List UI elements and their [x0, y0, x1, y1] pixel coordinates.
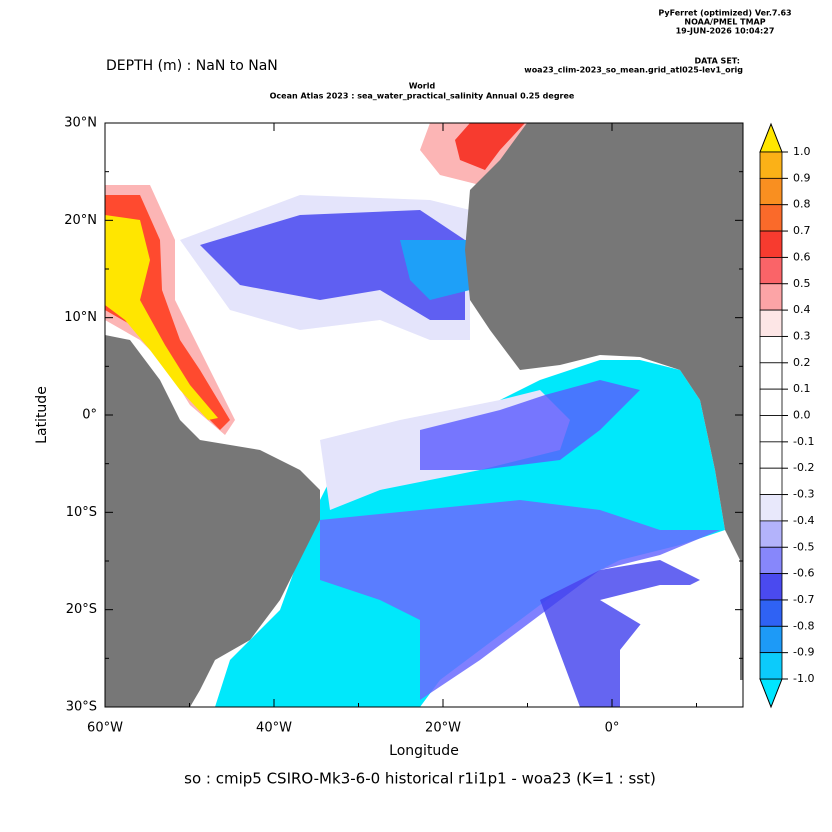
colorbar-label: -0.3 [793, 488, 814, 501]
colorbar-box [759, 362, 783, 390]
colorbar-label: 0.2 [793, 356, 811, 369]
colorbar-box [759, 441, 783, 469]
equatorial-blue [420, 380, 640, 470]
y-tick-label: 10°S [66, 505, 97, 520]
x-axis-label: Longitude [389, 743, 459, 759]
colorbar-label: -0.8 [793, 619, 814, 632]
colorbar-label: 0.4 [793, 303, 811, 316]
colorbar-label: 0.6 [793, 250, 811, 263]
yellow-region [105, 215, 218, 420]
axis-ticks: 60°W 40°W 20°W 0° 30°N 20°N 10°N 0° 10°S 20°S 30°S [64, 116, 743, 736]
colorbar-label: -0.4 [793, 514, 814, 527]
colorbar-label: 0.3 [793, 329, 811, 342]
north-cyan [400, 240, 470, 300]
map-field [104, 122, 744, 708]
north-blue [200, 210, 465, 320]
canary-red [455, 123, 525, 170]
colorbar-label: -0.1 [793, 435, 814, 448]
colorbar-box [759, 573, 783, 601]
colorbar-label: 0.8 [793, 198, 811, 211]
colorbar-box [759, 652, 783, 680]
org: NOAA/PMEL TMAP [684, 18, 765, 27]
y-tick-label: 0° [82, 408, 97, 423]
title-line2: Ocean Atlas 2023 : sea_water_practical_s… [270, 92, 575, 101]
south-america [105, 335, 320, 707]
x-tick-label: 60°W [87, 721, 123, 736]
colorbar-box [759, 283, 783, 311]
colorbar-box [759, 177, 783, 206]
colorbar-label: 1.0 [793, 145, 811, 158]
colorbar-label: -0.9 [793, 646, 814, 659]
colorbar-box [759, 520, 783, 548]
africa-edge [740, 560, 743, 680]
y-tick-label: 10°N [64, 310, 97, 325]
colorbar-box [759, 467, 783, 495]
colorbar-label: -0.2 [793, 461, 814, 474]
colorbar-box [759, 256, 783, 285]
colorbar-box [759, 309, 783, 337]
colorbar-label: -1.0 [793, 672, 814, 685]
title-line1: World [409, 82, 436, 91]
colorbar-label: 0.5 [793, 277, 811, 290]
colorbar-box [759, 415, 783, 443]
africa [465, 123, 743, 560]
colorbar-box [759, 494, 783, 522]
colorbar-label: 0.1 [793, 382, 811, 395]
blue-band [320, 500, 720, 700]
colorbar-box [759, 546, 783, 575]
footer: so : cmip5 CSIRO-Mk3-6-0 historical r1i1… [184, 770, 656, 788]
depth: DEPTH (m) : NaN to NaN [106, 58, 278, 74]
white-streak [600, 585, 740, 680]
colorbar-box [759, 151, 783, 179]
colorbar-over [759, 122, 783, 153]
colorbar-label: 0.9 [793, 171, 811, 184]
y-axis-label: Latitude [34, 386, 50, 444]
dataset: woa23_clim-2023_so_mean.grid_atl025-lev1… [524, 66, 743, 75]
x-tick-label: 20°W [425, 721, 461, 736]
colorbar-label: -0.6 [793, 567, 814, 580]
y-tick-label: 20°N [64, 213, 97, 228]
colorbar-box [759, 388, 783, 416]
colorbar-label: -0.7 [793, 593, 814, 606]
y-tick-label: 20°S [66, 602, 97, 617]
colorbar-under [759, 678, 783, 709]
timestamp: 19-JUN-2026 10:04:27 [676, 27, 775, 36]
colorbar-label: -0.5 [793, 540, 814, 553]
x-tick-label: 0° [605, 721, 620, 736]
colorbar-label: 0.0 [793, 409, 811, 422]
y-tick-label: 30°N [64, 116, 97, 131]
colorbar-box [759, 230, 783, 258]
colorbar-box [759, 204, 783, 232]
colorbar: 1.0 0.9 0.8 0.7 0.6 0.5 0.4 0.3 0.2 0.1 0.0 -0.1 -0.… [759, 122, 814, 709]
software: PyFerret (optimized) Ver.7.63 [658, 9, 791, 18]
colorbar-box [759, 336, 783, 364]
colorbar-box [759, 599, 783, 627]
y-tick-label: 30°S [66, 700, 97, 715]
colorbar-box [759, 625, 783, 654]
colorbar-label: 0.7 [793, 224, 811, 237]
dataset-label: DATA SET: [695, 57, 740, 66]
x-tick-label: 40°W [256, 721, 292, 736]
